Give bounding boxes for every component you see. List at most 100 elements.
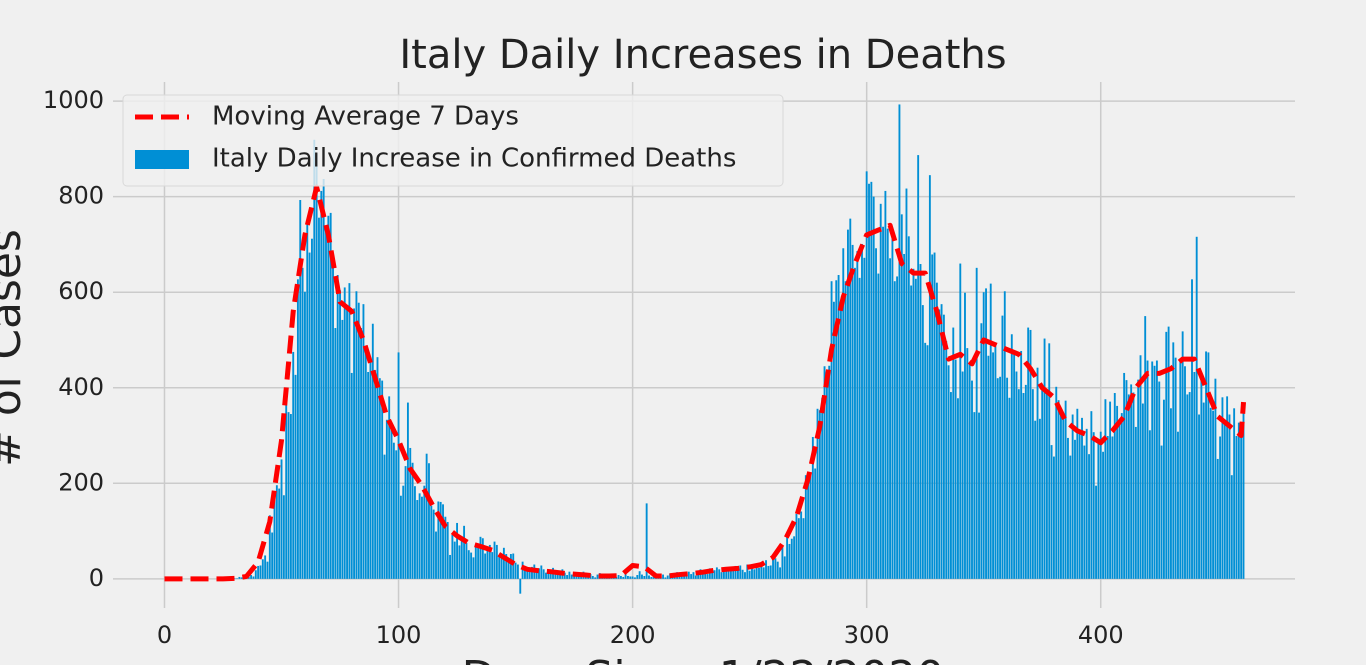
bar: [779, 567, 782, 579]
bar: [832, 301, 835, 579]
bar: [1038, 418, 1041, 579]
bar: [1071, 414, 1074, 579]
bar: [306, 223, 309, 579]
bar: [940, 304, 943, 579]
bar: [428, 463, 430, 579]
bar: [343, 287, 346, 579]
bar: [292, 351, 295, 579]
bar: [952, 327, 955, 579]
bar: [1104, 399, 1107, 579]
bar: [624, 574, 627, 579]
bar: [697, 573, 700, 579]
bar: [1006, 377, 1009, 579]
bar: [776, 561, 779, 579]
bar: [1106, 436, 1109, 579]
bar: [828, 365, 831, 579]
bar: [327, 215, 330, 579]
bar: [879, 203, 882, 579]
bar: [1081, 417, 1083, 579]
bar: [1020, 350, 1023, 579]
bar: [563, 572, 566, 579]
bar: [1109, 401, 1112, 579]
bar: [725, 570, 728, 579]
bar: [746, 564, 749, 579]
bar: [477, 547, 480, 579]
bar: [816, 408, 819, 579]
bar: [994, 346, 997, 579]
bar: [1029, 329, 1032, 579]
y-tick-label: 600: [58, 277, 104, 305]
bar: [470, 552, 473, 579]
bar: [491, 552, 494, 579]
bar: [830, 281, 833, 579]
bar: [250, 575, 253, 579]
bar: [318, 217, 320, 579]
bar: [999, 376, 1002, 579]
bar: [863, 257, 866, 579]
bar: [591, 575, 594, 579]
bar: [996, 378, 999, 579]
bar: [788, 543, 791, 579]
bar: [1174, 357, 1177, 579]
bar: [945, 340, 948, 579]
bar: [495, 544, 498, 579]
bar: [275, 485, 278, 579]
bar: [926, 345, 929, 579]
bar: [811, 436, 814, 579]
bar: [360, 328, 363, 579]
bar: [842, 248, 845, 579]
bar: [1116, 405, 1119, 579]
bar: [1242, 406, 1245, 579]
bar: [1041, 385, 1044, 579]
bar: [683, 574, 686, 579]
bar: [1153, 365, 1156, 579]
bar: [1216, 458, 1219, 579]
bar: [1237, 422, 1240, 579]
bar: [933, 252, 936, 579]
moving-average-line: [164, 184, 1247, 582]
bar: [1202, 402, 1205, 579]
bar: [1015, 371, 1018, 579]
bar: [877, 273, 880, 579]
bar: [1125, 380, 1128, 579]
bar: [460, 537, 463, 579]
bar: [882, 226, 884, 579]
bar: [800, 511, 803, 579]
bar: [701, 571, 704, 579]
bar: [678, 575, 681, 579]
bar: [748, 570, 751, 579]
bar: [465, 543, 468, 579]
legend-label: Moving Average 7 Days: [212, 102, 519, 132]
bar: [715, 567, 718, 579]
bar: [861, 243, 863, 579]
bar: [554, 572, 557, 579]
bar: [303, 291, 306, 579]
y-tick-label: 0: [89, 564, 104, 592]
bar: [1193, 371, 1196, 579]
bar: [687, 571, 690, 579]
bar: [411, 462, 414, 579]
bar: [1111, 436, 1114, 579]
bar: [1198, 414, 1200, 579]
legend: Moving Average 7 Days Italy Daily Increas…: [122, 94, 784, 187]
bar: [985, 288, 987, 579]
bar: [308, 252, 311, 579]
bar: [1221, 397, 1224, 579]
bar: [294, 374, 297, 579]
bar: [350, 372, 353, 579]
bar: [580, 576, 583, 579]
bar: [240, 577, 243, 579]
bar: [1090, 411, 1093, 579]
bar: [980, 323, 983, 579]
bar: [414, 486, 416, 579]
bar: [629, 576, 632, 579]
bar: [924, 342, 927, 579]
bar: [1118, 420, 1121, 579]
legend-swatch: [135, 150, 189, 169]
bar: [1083, 445, 1086, 579]
bar: [282, 495, 285, 579]
bar: [722, 567, 725, 579]
bar: [383, 454, 386, 579]
